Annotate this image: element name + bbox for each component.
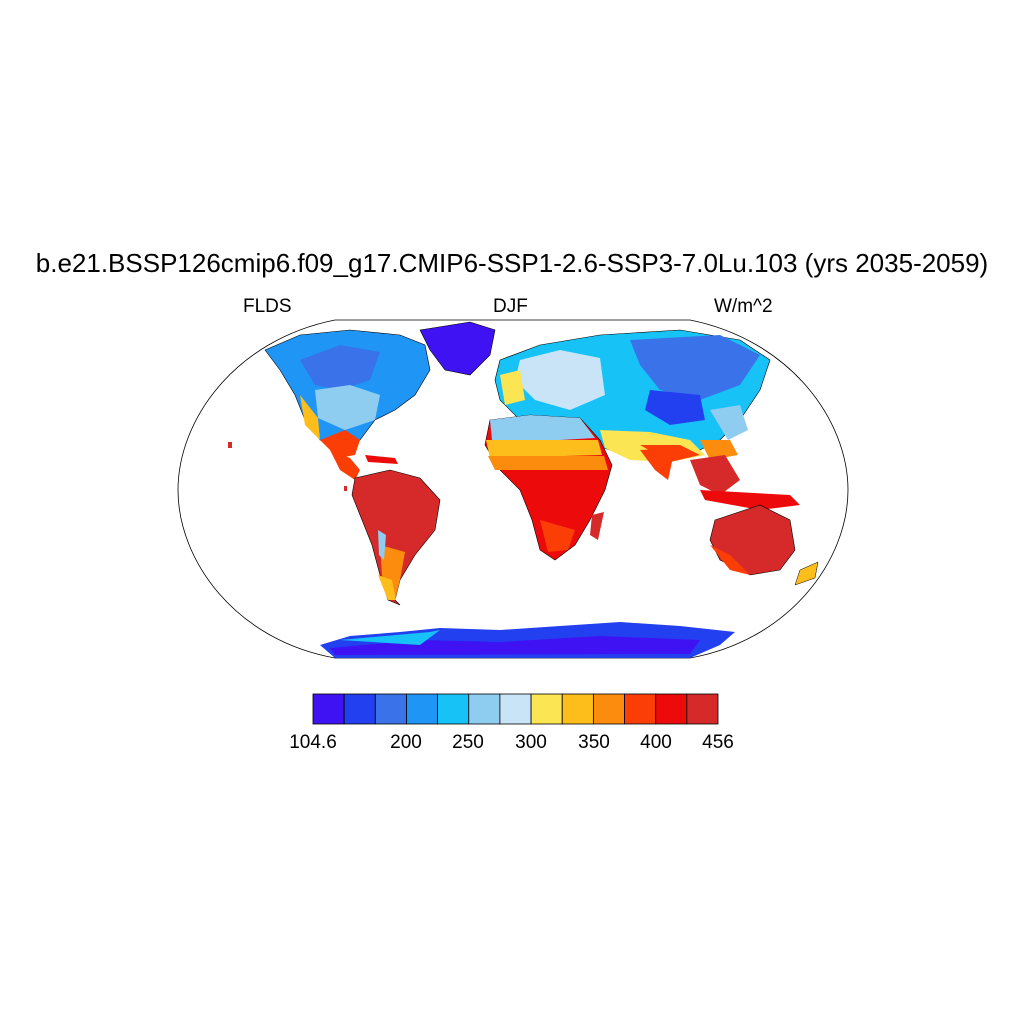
colorbar-box <box>561 693 594 725</box>
colorbar-tick-label-3: 300 <box>515 732 547 753</box>
colorbar-tick-label-1: 200 <box>390 732 422 753</box>
colorbar-tick-label-6: 456 <box>702 732 734 753</box>
colorbar-box <box>343 693 376 725</box>
greenland <box>419 321 496 376</box>
colorbar-box <box>468 693 501 725</box>
units-label: W/m^2 <box>714 296 773 317</box>
colorbar-tick-label-2: 250 <box>452 732 484 753</box>
colorbar-box <box>374 693 407 725</box>
colorbar-box <box>655 693 688 725</box>
colorbar-tick-label-4: 350 <box>578 732 610 753</box>
colorbar-box <box>530 693 563 725</box>
map-title: b.e21.BSSP126cmip6.f09_g17.CMIP6-SSP1-2.… <box>35 248 989 278</box>
colorbar-box <box>624 693 657 725</box>
colorbar-box <box>406 693 439 725</box>
colorbar-box <box>312 693 345 725</box>
colorbar-box <box>686 693 719 725</box>
season-label: DJF <box>493 296 528 317</box>
variable-label: FLDS <box>243 296 292 317</box>
colorbar-tick-label-5: 400 <box>640 732 672 753</box>
colorbar-box <box>499 693 532 725</box>
colorbar-box <box>592 693 625 725</box>
colorbar-tick-label-0: 104.6 <box>289 732 337 753</box>
colorbar-box <box>437 693 470 725</box>
